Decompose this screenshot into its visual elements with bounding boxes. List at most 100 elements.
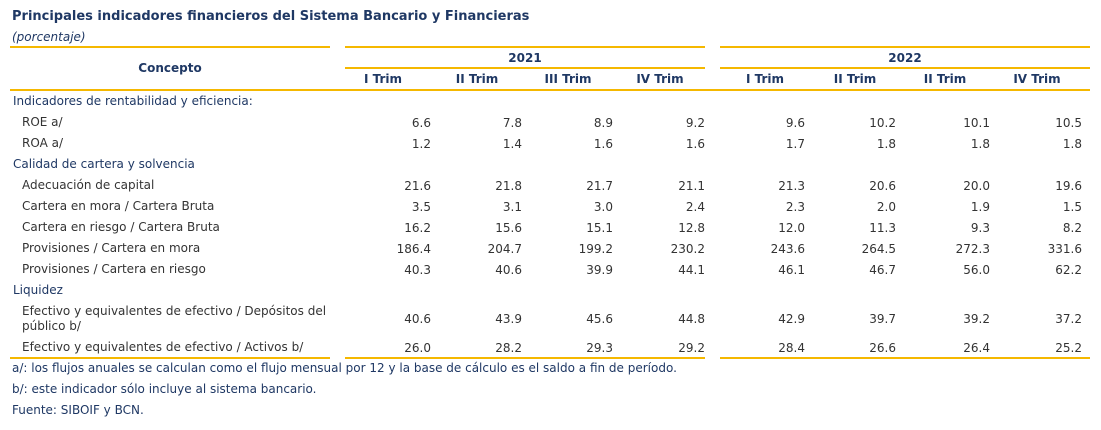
cell-value: 46.1 [778,262,805,277]
cell-value: 199.2 [578,241,613,256]
cell-value: 43.9 [495,312,522,326]
row-label: ROE a/ [22,115,63,129]
rule [10,89,1090,91]
table-row: Adecuación de capital 21.6 21.8 21.7 21.1 21.… [10,175,1090,196]
quarter-header: II Trim [833,72,877,86]
cell-value: 1.9 [970,199,990,214]
cell-value: 26.6 [869,340,896,355]
cell-value: 46.7 [869,262,896,277]
cell-value: 12.0 [778,220,805,235]
footnote: Fuente: SIBOIF y BCN. [12,403,144,417]
rule [720,67,1090,69]
cell-value: 8.2 [1062,220,1082,235]
concept-header: Concepto [138,61,202,75]
cell-value: 44.8 [678,312,705,326]
cell-value: 40.6 [404,312,431,326]
quarter-header: I Trim [363,72,403,86]
cell-value: 40.6 [495,262,522,277]
cell-value: 243.6 [770,241,805,256]
rule [345,46,705,48]
cell-value: 21.7 [586,178,613,193]
quarter-header: I Trim [745,72,785,86]
year-header: 2021 [508,51,542,65]
cell-value: 1.8 [876,136,896,151]
cell-value: 28.2 [495,340,522,355]
cell-value: 28.4 [778,340,805,355]
cell-value: 8.9 [593,115,613,130]
cell-value: 15.1 [586,220,613,235]
title: Principales indicadores financieros del … [12,9,530,24]
cell-value: 2.4 [685,199,705,214]
cell-value: 7.8 [502,115,522,130]
cell-value: 11.3 [869,220,896,235]
cell-value: 2.3 [785,199,805,214]
row-label: Provisiones / Cartera en riesgo [22,262,206,276]
rule [720,357,1090,359]
cell-value: 21.6 [404,178,431,193]
section-row: Calidad de cartera y solvencia [10,154,1090,175]
cell-value: 10.1 [963,115,990,130]
section-label: Liquidez [13,283,63,297]
cell-value: 21.3 [778,178,805,193]
cell-value: 26.0 [404,340,431,355]
row-label: Efectivo y equivalentes de efectivo / De… [22,304,327,333]
cell-value: 2.0 [876,199,896,214]
table-row: Cartera en mora / Cartera Bruta 3.5 3.1 3.0… [10,196,1090,217]
subtitle: (porcentaje) [12,30,86,44]
footnote: a/: los flujos anuales se calculan como … [12,361,677,375]
cell-value: 42.9 [778,312,805,326]
section-row: Indicadores de rentabilidad y eficiencia… [10,91,1090,112]
table-row: Provisiones / Cartera en mora 186.4 204.7 1… [10,238,1090,259]
year-header: 2022 [888,51,922,65]
cell-value: 1.6 [593,136,613,151]
cell-value: 37.2 [1055,312,1082,326]
cell-value: 3.5 [411,199,431,214]
quarter-header: II Trim [923,72,967,86]
quarter-header: III Trim [544,72,592,86]
cell-value: 1.2 [411,136,431,151]
cell-value: 1.8 [970,136,990,151]
row-label: ROA a/ [22,136,63,150]
cell-value: 1.5 [1062,199,1082,214]
cell-value: 20.0 [963,178,990,193]
cell-value: 6.6 [411,115,431,130]
cell-value: 16.2 [404,220,431,235]
section-row: Liquidez [10,280,1090,301]
cell-value: 29.3 [586,340,613,355]
cell-value: 272.3 [955,241,990,256]
row-label: Cartera en riesgo / Cartera Bruta [22,220,220,234]
cell-value: 21.1 [678,178,705,193]
cell-value: 40.3 [404,262,431,277]
rule [10,46,330,48]
row-label: Efectivo y equivalentes de efectivo / Ac… [22,340,304,354]
table-row: ROE a/6.6 7.8 8.9 9.2 9.6 10.2 10.1 10.5 [10,112,1090,133]
table-row: Efectivo y equivalentes de efectivo / De… [10,301,1090,337]
cell-value: 3.0 [593,199,613,214]
cell-value: 1.6 [685,136,705,151]
footnote: b/: este indicador sólo incluye al siste… [12,382,317,396]
cell-value: 21.8 [495,178,522,193]
rule [10,357,330,359]
cell-value: 230.2 [670,241,705,256]
cell-value: 19.6 [1055,178,1082,193]
cell-value: 9.6 [785,115,805,130]
cell-value: 45.6 [586,312,613,326]
cell-value: 10.2 [869,115,896,130]
table-row: Cartera en riesgo / Cartera Bruta 16.2 15.… [10,217,1090,238]
table-row: Provisiones / Cartera en riesgo 40.3 40.6 3… [10,259,1090,280]
cell-value: 186.4 [396,241,431,256]
cell-value: 44.1 [678,262,705,277]
cell-value: 15.6 [495,220,522,235]
rule [720,46,1090,48]
cell-value: 56.0 [963,262,990,277]
row-label: Provisiones / Cartera en mora [22,241,201,255]
cell-value: 9.2 [685,115,705,130]
table-row: ROA a/1.2 1.4 1.6 1.6 1.7 1.8 1.8 1.8 [10,133,1090,154]
cell-value: 25.2 [1055,340,1082,355]
cell-value: 29.2 [678,340,705,355]
cell-value: 10.5 [1055,115,1082,130]
table-row: Efectivo y equivalentes de efectivo / Ac… [10,337,1090,358]
rule [345,357,705,359]
cell-value: 39.7 [869,312,896,326]
